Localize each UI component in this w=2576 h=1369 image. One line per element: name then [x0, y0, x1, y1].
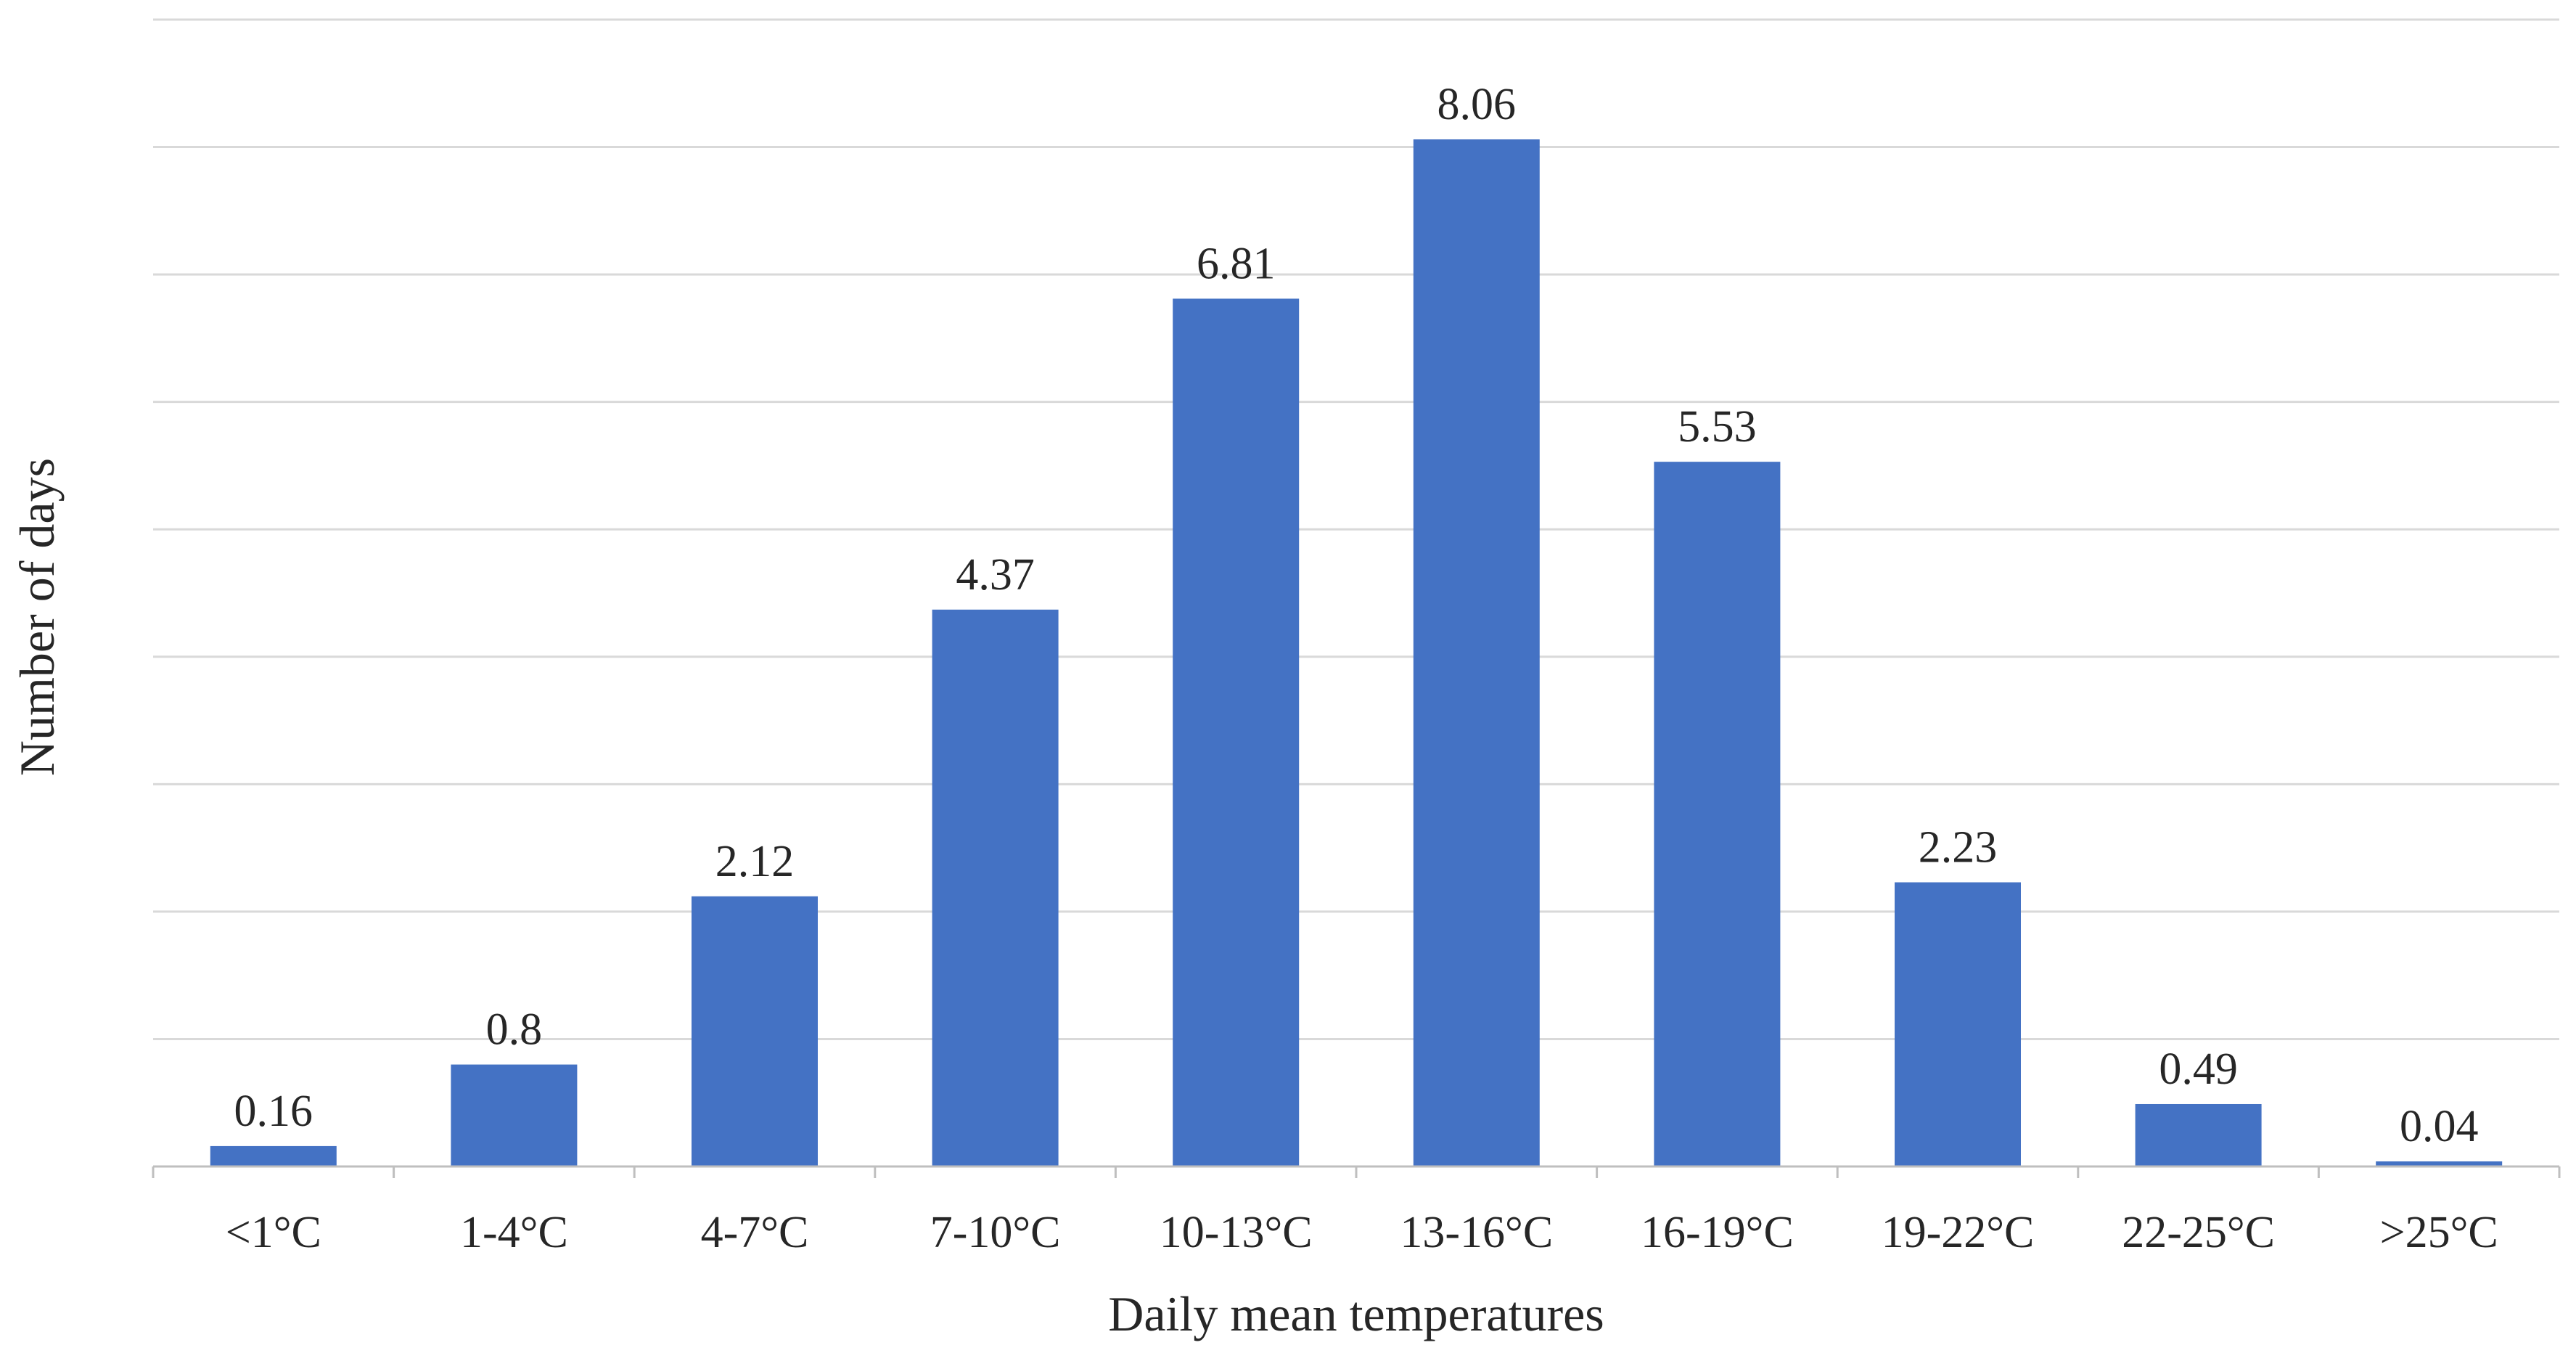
- x-tick-label-8: 22-25°C: [2122, 1208, 2275, 1257]
- bar-3: [932, 609, 1059, 1166]
- data-label-0: 0.16: [234, 1087, 313, 1136]
- data-label-2: 2.12: [715, 837, 795, 886]
- x-tick-label-1: 1-4°C: [460, 1208, 568, 1257]
- data-labels: 0.16 0.8 2.12 4.37 6.81 8.06 5.53 2.23 0.49 0.04: [234, 80, 2479, 1151]
- x-tick-label-6: 16-19°C: [1641, 1208, 1794, 1257]
- gridlines: [153, 18, 2559, 1040]
- x-tick-label-7: 19-22°C: [1882, 1208, 2035, 1257]
- bar-0: [210, 1145, 337, 1166]
- data-label-3: 4.37: [956, 550, 1035, 600]
- data-label-5: 8.06: [1437, 80, 1517, 129]
- x-tick-label-9: >25°C: [2380, 1208, 2498, 1257]
- bar-6: [1654, 462, 1781, 1166]
- x-tick-label-5: 13-16°C: [1400, 1208, 1553, 1257]
- x-tick-labels: <1°C 1-4°C 4-7°C 7-10°C 10-13°C 13-16°C 16-19°…: [226, 1208, 2498, 1257]
- data-label-6: 5.53: [1678, 402, 1757, 451]
- data-label-9: 0.04: [2400, 1102, 2479, 1151]
- bars: [210, 139, 2503, 1166]
- x-tick-label-4: 10-13°C: [1160, 1208, 1313, 1257]
- bar-2: [692, 896, 818, 1166]
- bar-5: [1413, 139, 1540, 1166]
- x-axis-title: Daily mean temperatures: [1108, 1286, 1604, 1341]
- bar-9: [2376, 1161, 2503, 1166]
- bar-1: [451, 1064, 578, 1166]
- data-label-4: 6.81: [1197, 239, 1276, 288]
- bar-8: [2135, 1103, 2262, 1166]
- bar-4: [1173, 298, 1300, 1166]
- x-tick-label-3: 7-10°C: [930, 1208, 1061, 1257]
- x-tick-label-2: 4-7°C: [701, 1208, 809, 1257]
- data-label-7: 2.23: [1919, 823, 1998, 873]
- bar-7: [1895, 882, 2021, 1166]
- x-axis: [152, 1165, 2561, 1178]
- data-label-1: 0.8: [486, 1005, 543, 1055]
- x-tick-label-0: <1°C: [226, 1208, 321, 1257]
- data-label-8: 0.49: [2159, 1045, 2238, 1094]
- y-axis-title: Number of days: [9, 458, 65, 776]
